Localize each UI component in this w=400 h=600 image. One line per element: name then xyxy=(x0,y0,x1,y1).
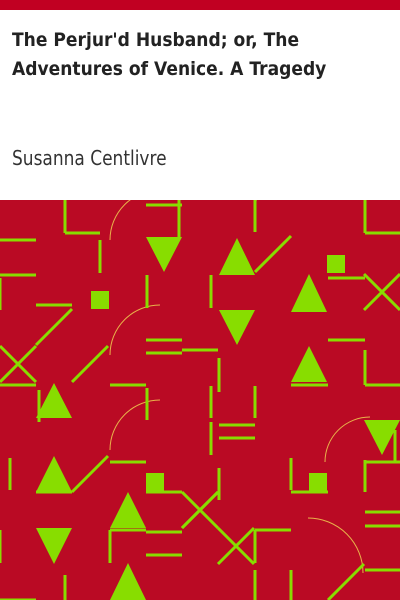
triangle-up-shape xyxy=(219,238,255,275)
triangle-up-shape xyxy=(110,563,146,600)
square-shape xyxy=(309,473,327,491)
line-shape xyxy=(34,307,74,347)
arc-shape xyxy=(307,517,364,574)
cover-pattern-art xyxy=(0,200,400,600)
pattern-squares xyxy=(91,255,345,491)
arc-shape xyxy=(109,399,161,451)
line-shape xyxy=(70,344,110,384)
book-author: Susanna Centlivre xyxy=(12,146,167,170)
triangle-down-shape xyxy=(219,310,255,345)
pattern-lines xyxy=(0,200,400,600)
triangle-up-shape xyxy=(291,274,327,312)
cross-shape xyxy=(0,344,38,384)
triangle-up-shape xyxy=(36,383,72,418)
cross-shape xyxy=(216,526,256,566)
triangle-up-shape xyxy=(291,346,327,382)
arc-shape xyxy=(324,416,371,463)
arc-shape xyxy=(109,200,131,241)
triangle-up-shape xyxy=(110,492,146,528)
pattern-crosses xyxy=(0,272,400,566)
book-title: The Perjur'd Husband; or, The Adventures… xyxy=(12,29,327,80)
cross-shape xyxy=(362,272,400,312)
square-shape xyxy=(146,473,164,491)
cross-shape xyxy=(180,490,220,530)
pattern-triangles xyxy=(36,237,400,600)
square-shape xyxy=(91,291,109,309)
top-accent-bar xyxy=(0,0,400,10)
square-shape xyxy=(327,255,345,273)
line-shape xyxy=(253,234,293,274)
arc-shape xyxy=(109,304,161,356)
triangle-down-shape xyxy=(146,237,182,272)
line-shape xyxy=(326,562,366,600)
triangle-up-shape xyxy=(36,456,72,492)
triangle-down-shape xyxy=(364,420,400,455)
pattern-arcs xyxy=(109,200,371,574)
triangle-down-shape xyxy=(36,528,72,564)
line-shape xyxy=(70,454,110,494)
